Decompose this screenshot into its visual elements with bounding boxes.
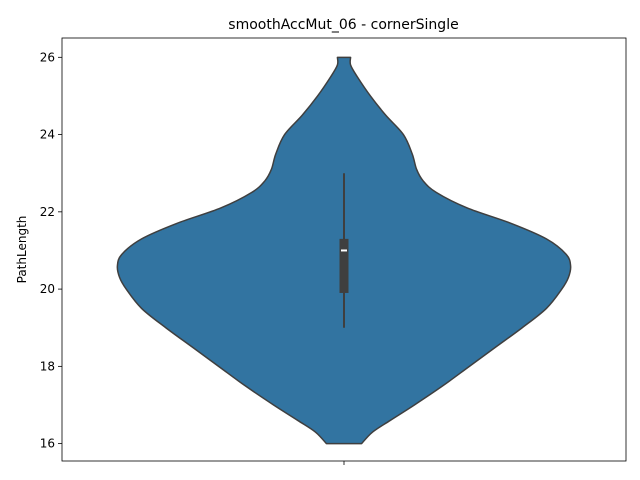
interquartile-box — [339, 238, 349, 293]
y-axis-label: PathLength — [15, 216, 29, 284]
axes-layer: 16 18 20 22 24 26 — [40, 37, 627, 465]
y-tick-label: 22 — [40, 205, 55, 219]
box-layer — [339, 173, 349, 328]
y-tick-label: 16 — [40, 437, 55, 451]
y-tick-label: 24 — [40, 128, 55, 142]
y-tick-label: 20 — [40, 282, 55, 296]
chart-title: smoothAccMut_06 - cornerSingle — [228, 17, 458, 33]
y-tick-label: 26 — [40, 50, 55, 64]
y-tick-label: 18 — [40, 359, 55, 373]
